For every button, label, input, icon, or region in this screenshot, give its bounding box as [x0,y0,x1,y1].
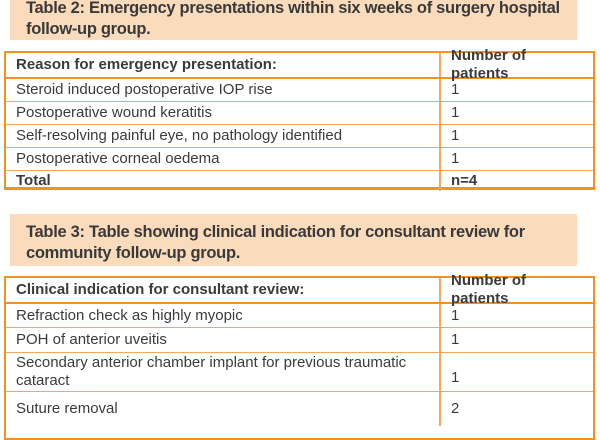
table3-header-count: Number of patients [439,272,593,307]
table-row: Steroid induced postoperative IOP rise 1 [6,79,593,101]
table-row: Secondary anterior chamber implant for p… [6,352,593,391]
cell-count: 1 [439,328,593,352]
cell-indication: Suture removal [16,400,118,417]
cell-reason: Postoperative corneal oedema [16,150,220,167]
total-count: n=4 [439,171,593,191]
table3-caption-line-1: Table 3: Table showing clinical indicati… [26,223,525,241]
cell-count: 1 [439,353,593,391]
table2-header-reason: Reason for emergency presentation: [16,56,277,73]
table3-caption-line-2: community follow-up group. [26,244,241,262]
table2-total-row: Total n=4 [6,170,593,191]
table3-header-indication: Clinical indication for consultant revie… [16,281,305,298]
cell-indication: POH of anterior uveitis [16,331,167,348]
table2-caption-line-1: Table 2: Emergency presentations within … [26,0,560,17]
cell-count: 1 [439,148,593,170]
cell-indication: Secondary anterior chamber implant for p… [16,354,407,389]
cell-count: 1 [439,125,593,147]
table3-caption: Table 3: Table showing clinical indicati… [10,214,577,266]
total-label: Total [16,172,51,189]
table2-header-row: Reason for emergency presentation: Numbe… [6,47,593,82]
table3-header-row: Clinical indication for consultant revie… [6,272,593,307]
cell-reason: Self-resolving painful eye, no pathology… [16,127,343,144]
cell-count: 1 [439,79,593,101]
cell-reason: Steroid induced postoperative IOP rise [16,81,273,98]
table-row: Self-resolving painful eye, no pathology… [6,124,593,147]
table-row: Refraction check as highly myopic 1 [6,304,593,327]
table-row: Postoperative corneal oedema 1 [6,147,593,170]
cell-indication: Refraction check as highly myopic [16,306,243,324]
table-row: Suture removal 2 [6,391,593,426]
cell-count: 1 [439,304,593,327]
table2-caption-line-2: follow-up group. [26,20,151,38]
cell-count: 2 [439,392,593,426]
table3: Clinical indication for consultant revie… [4,272,595,440]
table2: Reason for emergency presentation: Numbe… [4,47,595,191]
cell-count: 1 [439,102,593,124]
table-row: Postoperative wound keratitis 1 [6,101,593,124]
table-row: POH of anterior uveitis 1 [6,327,593,352]
table2-header-count: Number of patients [439,47,593,82]
cell-reason: Postoperative wound keratitis [16,104,212,121]
table2-caption: Table 2: Emergency presentations within … [10,0,577,40]
